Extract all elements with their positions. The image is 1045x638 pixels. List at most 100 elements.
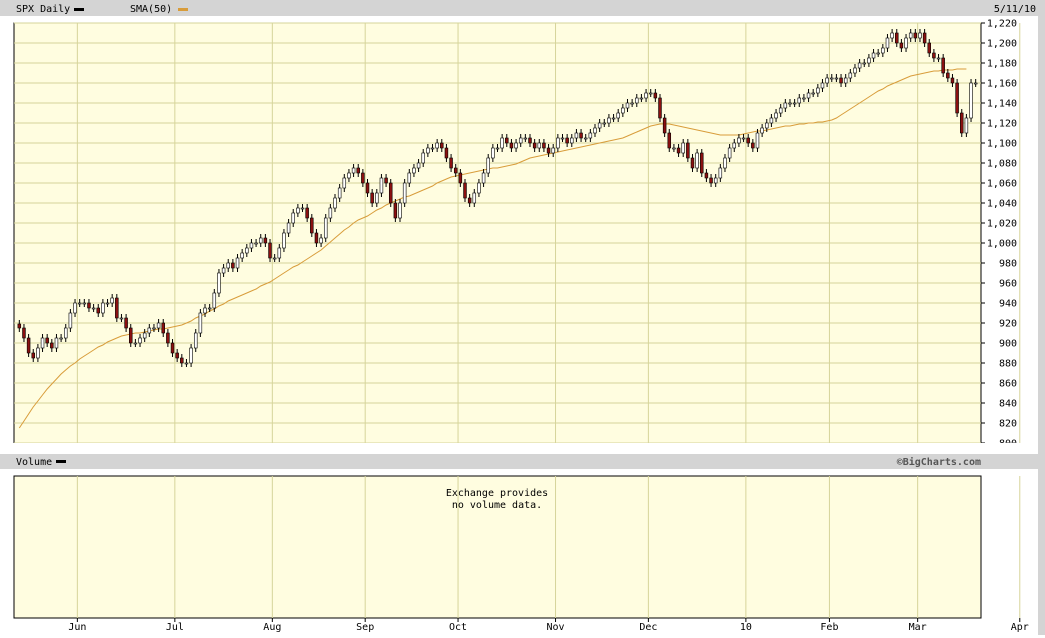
volume-message-line1: Exchange provides [446, 488, 548, 499]
candle-body [105, 302, 110, 305]
candle-body [96, 307, 100, 314]
candle-body [296, 207, 300, 214]
candle-body [621, 107, 625, 114]
candle-body [189, 347, 193, 364]
candle-body [579, 132, 583, 139]
y-tick-label: 1,080 [987, 159, 1017, 170]
candle-body [862, 62, 866, 65]
candle-body [537, 142, 542, 149]
candle-body [890, 32, 894, 39]
volume-header-bar [0, 454, 1045, 469]
candle-body [472, 192, 477, 204]
candle-body [166, 332, 170, 344]
candle-body [825, 77, 829, 84]
candle-body [161, 322, 165, 334]
candle-body [658, 97, 662, 119]
candle-body [570, 137, 574, 144]
sma-layer [18, 68, 967, 429]
candle-body [207, 307, 212, 310]
candle-body [477, 182, 481, 194]
candle-body [263, 237, 268, 244]
volume-legend-swatch [56, 460, 66, 463]
candle-body [686, 142, 690, 159]
candle-body [551, 147, 555, 154]
candle-body [361, 172, 365, 184]
candle-body [593, 127, 597, 134]
candle-body [45, 337, 49, 344]
candle-body [22, 327, 26, 339]
y-tick-label: 1,140 [987, 99, 1017, 110]
candle-body [198, 312, 203, 334]
candle-body [217, 272, 221, 294]
candle-body [723, 157, 727, 169]
candle-body [760, 127, 764, 134]
candle-body [268, 242, 272, 259]
date-label: 5/11/10 [994, 4, 1036, 15]
candle-body [54, 337, 59, 349]
candle-body [755, 132, 760, 149]
candle-body [458, 172, 463, 184]
candle-body [133, 342, 138, 345]
volume-label: Volume [16, 457, 52, 468]
candle-body [333, 197, 337, 209]
candle-body [518, 137, 523, 144]
candle-body [500, 137, 504, 149]
candle-body [867, 57, 871, 64]
candle-body [463, 182, 467, 199]
candle-body [170, 342, 175, 354]
y-tick-label: 1,120 [987, 119, 1017, 130]
candle-body [491, 147, 495, 159]
candle-body [672, 147, 676, 150]
candle-body [899, 42, 904, 49]
candle-body [955, 82, 959, 114]
candle-body [101, 302, 105, 314]
volume-gridlines-vertical [76, 476, 1021, 618]
candle-body [342, 177, 347, 189]
candle-body [542, 142, 546, 149]
candle-body [778, 107, 783, 114]
candle-body [430, 147, 435, 150]
symbol-legend-swatch [74, 8, 84, 11]
candle-body [639, 97, 644, 100]
y-tick-label: 1,000 [987, 239, 1017, 250]
candle-body [848, 72, 853, 79]
y-tick-label: 1,060 [987, 179, 1017, 190]
candle-body [31, 352, 35, 359]
x-tick-label: Oct [449, 622, 467, 633]
candle-body [811, 92, 815, 95]
candle-body [323, 217, 328, 239]
candle-body [147, 327, 152, 334]
candle-body [904, 37, 908, 49]
candle-body [319, 237, 323, 244]
candle-body [180, 357, 184, 364]
candle-body [91, 307, 96, 310]
candle-body [690, 157, 695, 169]
candle-body [704, 172, 709, 179]
candle-body [695, 152, 699, 169]
candle-body [630, 102, 634, 105]
candle-body [774, 112, 778, 119]
candle-body [913, 32, 918, 39]
candle-body [221, 267, 226, 274]
candle-body [77, 302, 82, 305]
x-tick-label: Mar [909, 622, 927, 633]
y-tick-label: 1,100 [987, 139, 1017, 150]
candle-body [82, 302, 87, 305]
candle-body [467, 197, 472, 204]
x-tick-label: Aug [263, 622, 281, 633]
candle-body [560, 137, 565, 140]
price-gridlines-vertical [76, 23, 1021, 443]
candle-body [973, 82, 978, 85]
candle-body [509, 142, 514, 149]
candle-body [193, 332, 198, 349]
candle-body [40, 337, 45, 349]
candle-body [449, 157, 453, 169]
candle-body [611, 117, 616, 120]
candle-body [505, 137, 509, 144]
candle-body [574, 132, 579, 139]
sma-legend-swatch [178, 8, 188, 11]
candle-body [300, 207, 305, 210]
candle-body [175, 352, 179, 359]
y-tick-label: 840 [999, 399, 1017, 410]
